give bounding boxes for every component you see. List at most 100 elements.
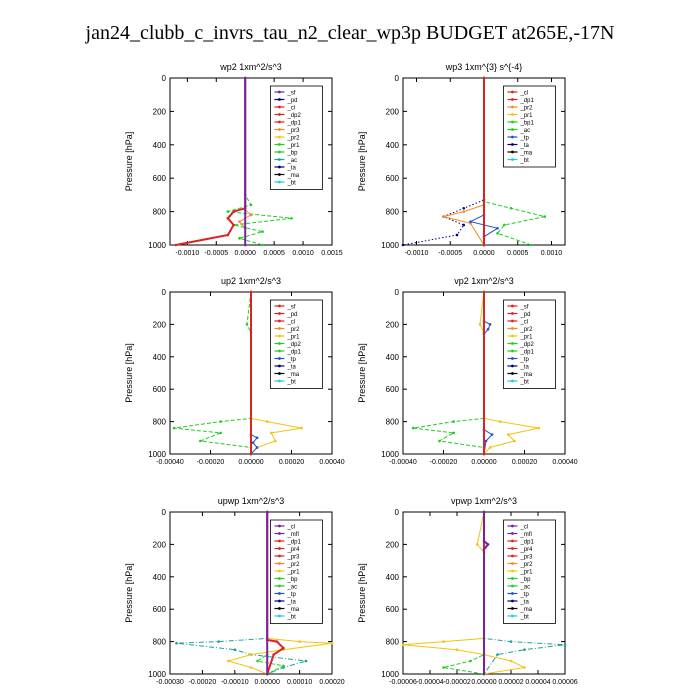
legend-label: _cl — [286, 525, 295, 531]
legend-label: _dp1 — [519, 540, 534, 546]
series-point — [227, 659, 230, 663]
series-line — [176, 512, 307, 675]
x-tick-label: -0.00010 — [221, 679, 249, 686]
series-point — [469, 659, 472, 663]
legend-label: _pd — [286, 98, 297, 104]
legend-marker — [511, 349, 514, 353]
chart-title: vp2 1xm^2/s^3 — [454, 276, 513, 286]
y-tick-label: 800 — [153, 638, 167, 647]
x-tick-label: 0.00002 — [498, 679, 523, 686]
x-tick-label: 0.00006 — [552, 679, 577, 686]
legend-marker — [278, 357, 281, 360]
series-point — [265, 510, 269, 514]
series-point — [563, 643, 567, 647]
series-point — [249, 452, 253, 456]
x-tick-label: 0.00040 — [319, 459, 344, 466]
legend-marker — [278, 379, 281, 383]
series-point — [462, 210, 466, 213]
x-tick-label: -0.0005 — [204, 250, 228, 257]
legend-label: _ac — [286, 158, 297, 164]
y-tick-label: 200 — [153, 540, 167, 549]
series-point — [199, 439, 202, 443]
legend-label: _sf — [519, 305, 528, 311]
chart-panel-2: wp3 1xm^{3} s^{-4} Pressure [hPa] 0 200 400 6… — [357, 62, 566, 257]
x-tick-label: -0.00004 — [416, 679, 444, 686]
y-tick-label: 0 — [162, 288, 167, 297]
x-tick-label: -0.0010 — [175, 250, 199, 257]
series-point — [452, 431, 455, 435]
series-point — [261, 230, 264, 233]
legend-marker — [511, 524, 514, 528]
series-point — [484, 439, 488, 443]
legend-label: _dp2 — [286, 342, 301, 348]
legend-marker — [511, 569, 514, 573]
legend-marker — [278, 327, 281, 330]
series-point — [300, 426, 303, 430]
series-point — [249, 290, 253, 294]
series-line — [413, 292, 485, 454]
series-line — [256, 512, 285, 675]
legend-label: _ta — [519, 365, 529, 371]
x-tick-label: -0.00002 — [443, 679, 471, 686]
y-tick-label: 400 — [153, 573, 167, 582]
legend-label: _dp1 — [519, 98, 534, 104]
legend-label: _mfl — [519, 532, 531, 538]
series-point — [255, 436, 259, 440]
legend-label: _ma — [286, 372, 299, 378]
y-axis-label: Pressure [hPa] — [357, 132, 367, 192]
series-point — [496, 232, 499, 235]
legend-label: _ta — [286, 166, 296, 172]
legend-marker — [278, 105, 281, 109]
series-point — [275, 640, 279, 643]
series-point — [478, 323, 482, 326]
series-point — [509, 640, 513, 643]
legend-label: _bt — [519, 158, 529, 164]
legend-label: _ta — [519, 143, 529, 149]
series-point — [249, 213, 253, 217]
series-point — [243, 76, 247, 80]
series-line — [443, 78, 485, 246]
x-tick-label: 0.0010 — [541, 250, 563, 257]
series-point — [265, 672, 269, 676]
legend-label: _cl — [286, 320, 295, 326]
y-tick-label: 200 — [386, 540, 400, 549]
legend-label: _pr3 — [286, 128, 300, 134]
y-tick-label: 1000 — [381, 241, 399, 250]
series-point — [255, 446, 259, 449]
y-tick-label: 400 — [386, 353, 400, 362]
legend-label: _ac — [519, 128, 530, 134]
legend-label: _ma — [286, 607, 299, 613]
series-line — [479, 291, 539, 455]
y-tick-label: 800 — [386, 208, 400, 217]
chart-title: upwp 1xm^2/s^3 — [218, 496, 284, 506]
series-point — [401, 243, 405, 247]
legend-marker — [511, 372, 514, 375]
series-point — [529, 243, 533, 247]
legend-marker — [278, 599, 281, 603]
legend-marker — [511, 312, 514, 315]
legend-label: _sf — [286, 91, 295, 97]
legend-marker — [278, 539, 281, 543]
series-point — [455, 648, 459, 651]
legend-label: _pr1 — [286, 335, 300, 341]
y-tick-label: 1000 — [381, 450, 399, 459]
series-point — [482, 672, 486, 676]
series-point — [226, 216, 230, 220]
legend-marker — [511, 539, 514, 543]
series-point — [442, 215, 445, 218]
series-point — [233, 648, 237, 651]
series-point — [482, 243, 486, 247]
series-point — [269, 431, 273, 435]
legend-marker — [511, 120, 514, 124]
legend-marker — [511, 357, 514, 360]
series-point — [509, 206, 513, 210]
series-point — [411, 426, 415, 430]
series-point — [174, 243, 178, 247]
legend-marker — [511, 319, 514, 323]
legend-marker — [511, 327, 514, 330]
legend-label: _pr2 — [286, 562, 300, 568]
y-tick-label: 600 — [153, 605, 167, 614]
y-tick-label: 600 — [386, 385, 400, 394]
series-line — [250, 292, 302, 455]
legend-marker — [278, 584, 281, 588]
